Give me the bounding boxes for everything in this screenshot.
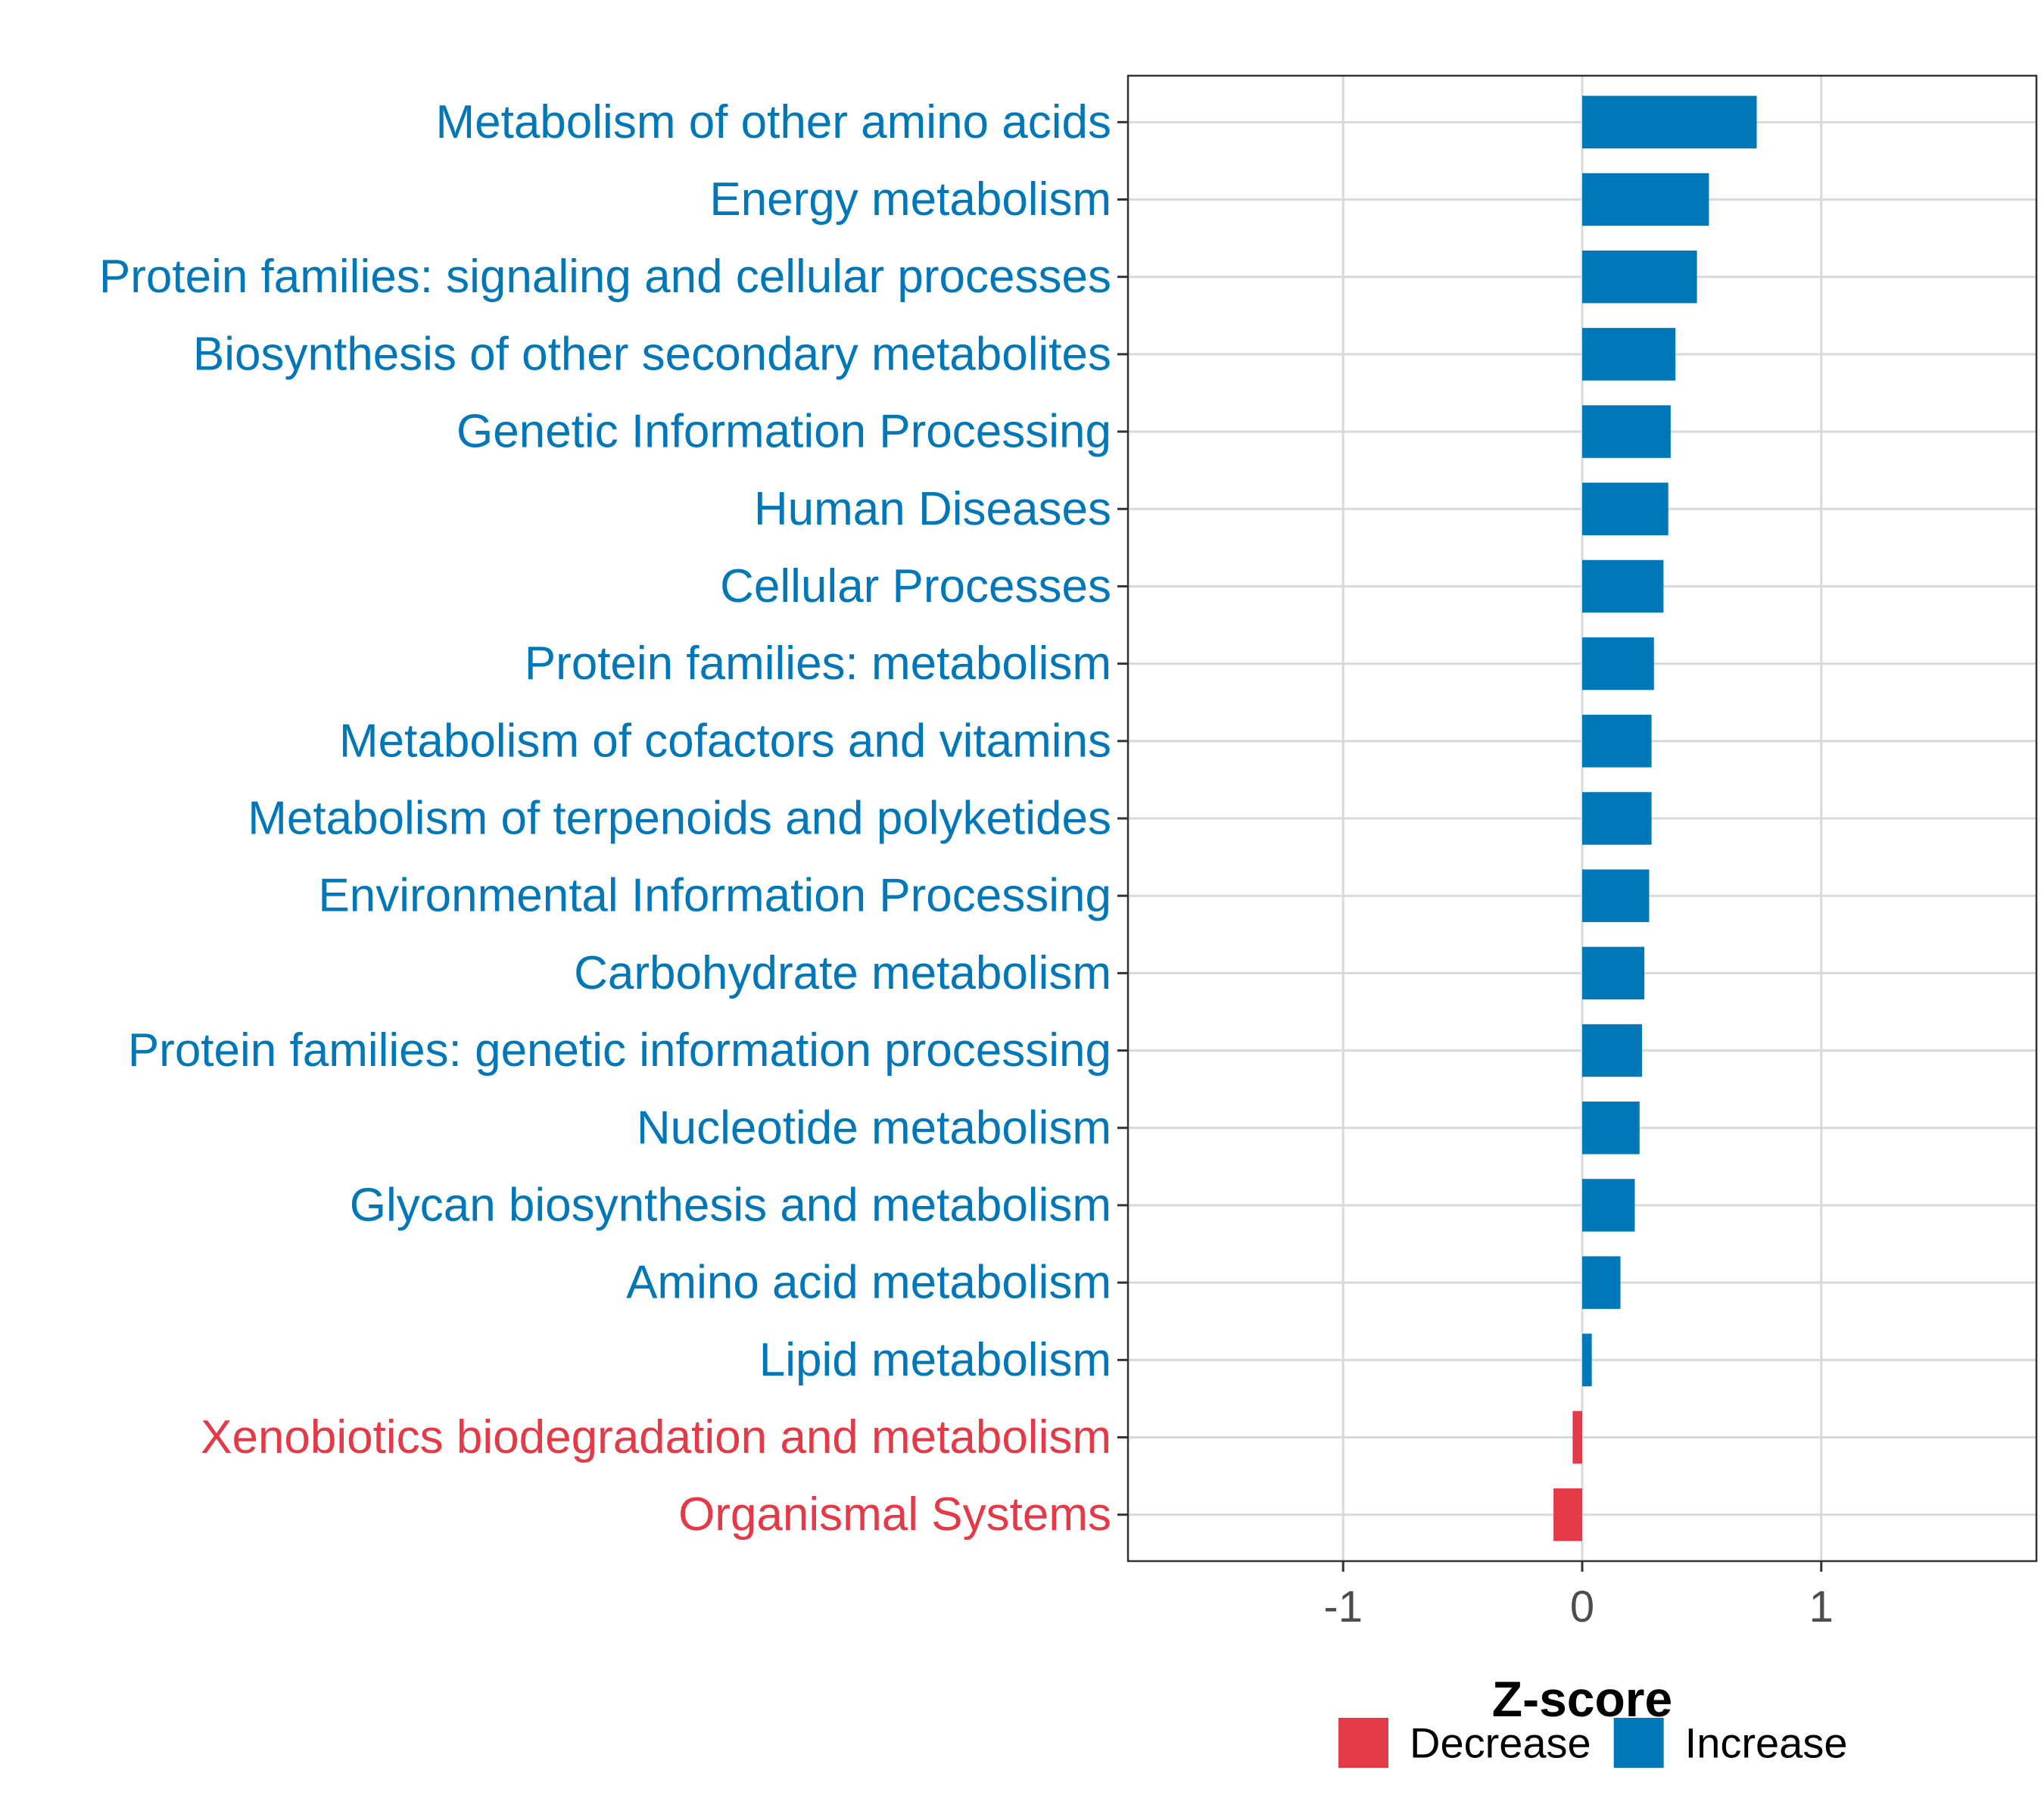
category-label: Xenobiotics biodegradation and metabolis… bbox=[201, 1411, 1111, 1463]
bar bbox=[1582, 1256, 1621, 1309]
legend-label: Decrease bbox=[1410, 1719, 1591, 1767]
bar bbox=[1582, 792, 1652, 845]
bar bbox=[1582, 637, 1654, 690]
category-label: Lipid metabolism bbox=[759, 1334, 1111, 1386]
category-label: Energy metabolism bbox=[709, 173, 1111, 226]
legend-key bbox=[1338, 1718, 1388, 1768]
category-label: Metabolism of cofactors and vitamins bbox=[339, 715, 1111, 767]
y-axis-ticks bbox=[1117, 120, 1128, 1516]
bar bbox=[1582, 95, 1757, 149]
bar bbox=[1582, 1024, 1642, 1077]
legend-key bbox=[1613, 1718, 1664, 1768]
category-label: Environmental Information Processing bbox=[318, 870, 1111, 922]
bar bbox=[1582, 482, 1669, 535]
bar bbox=[1582, 328, 1676, 381]
x-tick-label: 1 bbox=[1809, 1582, 1834, 1632]
category-label: Genetic Information Processing bbox=[456, 406, 1111, 458]
bar bbox=[1582, 1102, 1640, 1155]
bar bbox=[1572, 1410, 1582, 1464]
bar bbox=[1582, 559, 1664, 613]
y-axis-labels: Metabolism of other amino acids Energy me… bbox=[99, 96, 1111, 1541]
category-label: Organismal Systems bbox=[678, 1488, 1111, 1541]
legend: Decrease Increase bbox=[1338, 1718, 1847, 1768]
bar bbox=[1553, 1488, 1582, 1541]
x-tick-label: -1 bbox=[1323, 1582, 1363, 1632]
legend-label: Increase bbox=[1685, 1719, 1848, 1767]
bar bbox=[1582, 250, 1697, 304]
bar bbox=[1582, 715, 1652, 768]
category-label: Carbohydrate metabolism bbox=[574, 947, 1111, 999]
category-label: Biosynthesis of other secondary metaboli… bbox=[193, 328, 1111, 380]
category-label: Protein families: signaling and cellular… bbox=[99, 251, 1111, 303]
x-axis-ticks: -1 0 1 bbox=[1323, 1561, 1834, 1632]
category-label: Metabolism of terpenoids and polyketides bbox=[248, 793, 1111, 845]
bars bbox=[1553, 95, 1757, 1541]
bar bbox=[1582, 946, 1645, 1000]
x-tick-label: 0 bbox=[1570, 1582, 1594, 1632]
bar bbox=[1582, 869, 1650, 922]
category-label: Cellular Processes bbox=[720, 560, 1111, 612]
category-label: Nucleotide metabolism bbox=[637, 1102, 1111, 1154]
bar bbox=[1582, 405, 1671, 458]
category-label: Metabolism of other amino acids bbox=[435, 96, 1111, 148]
category-label: Protein families: genetic information pr… bbox=[128, 1024, 1111, 1077]
bar bbox=[1582, 1179, 1635, 1232]
bar bbox=[1582, 173, 1709, 226]
x-axis-title: Z-score bbox=[1492, 1671, 1672, 1727]
category-label: Protein families: metabolism bbox=[525, 637, 1111, 690]
category-label: Glycan biosynthesis and metabolism bbox=[350, 1179, 1111, 1231]
category-label: Human Diseases bbox=[754, 483, 1111, 535]
bar bbox=[1582, 1333, 1592, 1387]
category-label: Amino acid metabolism bbox=[626, 1257, 1111, 1309]
